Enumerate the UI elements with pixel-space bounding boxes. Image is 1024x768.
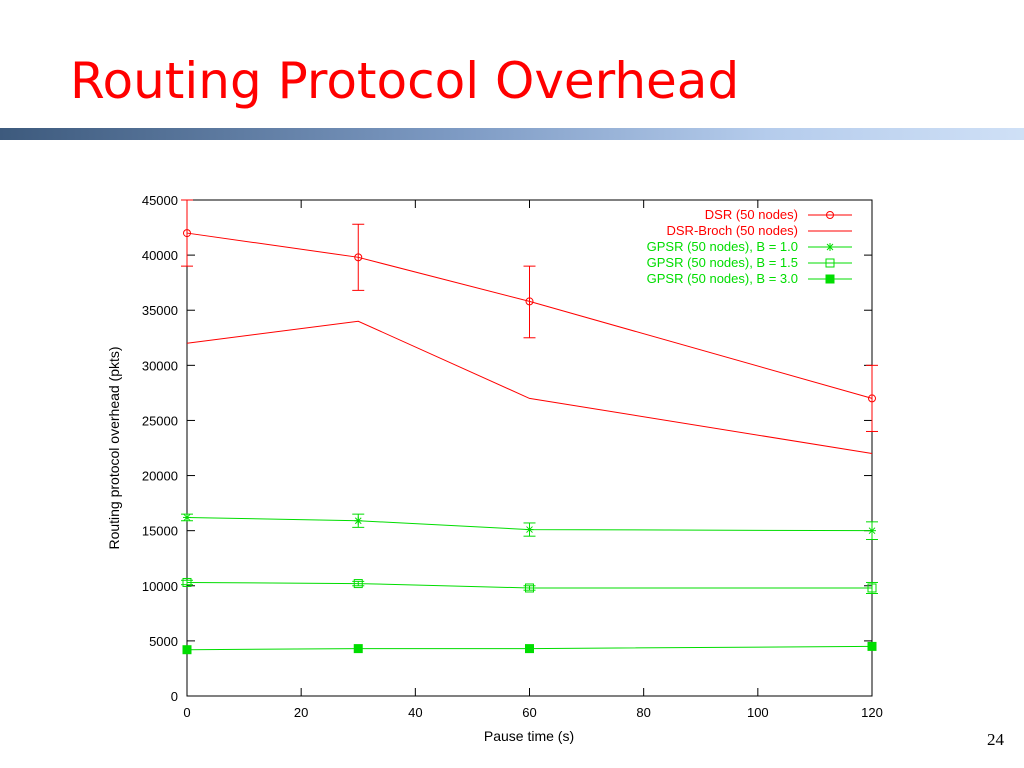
y-tick-label: 10000	[142, 579, 178, 594]
data-point	[182, 577, 192, 587]
data-point	[868, 394, 876, 403]
y-tick-label: 15000	[142, 524, 178, 539]
data-point	[525, 644, 534, 654]
error-bar	[181, 199, 193, 267]
data-point	[353, 644, 363, 654]
data-point	[525, 583, 534, 593]
data-point	[868, 526, 876, 535]
data-point	[354, 516, 363, 525]
series	[181, 513, 878, 540]
y-tick-label: 45000	[142, 193, 178, 208]
data-point	[867, 583, 877, 593]
y-tick-label: 0	[171, 689, 178, 704]
y-tick-label: 5000	[149, 634, 178, 649]
legend-label: DSR-Broch (50 nodes)	[667, 223, 799, 238]
y-tick-label: 25000	[142, 413, 178, 428]
series-line	[186, 645, 873, 651]
y-tick-label: 35000	[142, 303, 178, 318]
legend: DSR (50 nodes)DSR-Broch (50 nodes)GPSR (…	[647, 207, 852, 286]
y-tick-label: 40000	[142, 248, 178, 263]
axes: 0 20 40 60 80 100 120 0 5000 10000 15000 20000 25000…	[142, 193, 883, 720]
x-tick-label: 0	[183, 705, 190, 720]
series-line	[186, 581, 872, 589]
data-point	[183, 513, 191, 522]
x-tick-label: 120	[861, 705, 883, 720]
legend-label: DSR (50 nodes)	[705, 207, 798, 222]
x-tick-label: 40	[408, 705, 422, 720]
series	[182, 641, 877, 655]
data-point	[183, 229, 191, 238]
data-point	[826, 243, 834, 251]
x-tick-label: 20	[294, 705, 308, 720]
legend-label: GPSR (50 nodes), B = 3.0	[647, 271, 798, 286]
data-point	[182, 645, 192, 655]
series-group	[181, 199, 878, 655]
legend-label: GPSR (50 nodes), B = 1.0	[647, 239, 798, 254]
legend-label: GPSR (50 nodes), B = 1.5	[647, 255, 798, 270]
series-line	[186, 232, 873, 399]
page-number: 24	[987, 730, 1004, 749]
error-bar	[866, 364, 878, 432]
series	[186, 320, 873, 455]
data-point	[825, 274, 835, 284]
data-point	[867, 641, 877, 651]
data-point	[525, 525, 534, 534]
data-point	[826, 211, 834, 219]
data-point	[825, 258, 835, 268]
slide-title: Routing Protocol Overhead	[70, 52, 740, 110]
error-bar	[523, 265, 536, 339]
series	[181, 577, 878, 594]
x-tick-label: 60	[522, 705, 536, 720]
y-axis-label: Routing protocol overhead (pkts)	[106, 346, 122, 549]
title-divider-bar	[0, 128, 1024, 140]
series	[181, 199, 878, 432]
data-point	[353, 579, 363, 589]
y-tick-label: 30000	[142, 358, 178, 373]
data-point	[525, 297, 534, 306]
data-point	[354, 253, 363, 262]
x-tick-label: 100	[747, 705, 769, 720]
series-line	[186, 320, 873, 455]
series-line	[186, 516, 873, 532]
x-tick-label: 80	[636, 705, 650, 720]
y-tick-label: 20000	[142, 469, 178, 484]
x-axis-label: Pause time (s)	[484, 728, 574, 744]
error-bar	[352, 223, 365, 291]
